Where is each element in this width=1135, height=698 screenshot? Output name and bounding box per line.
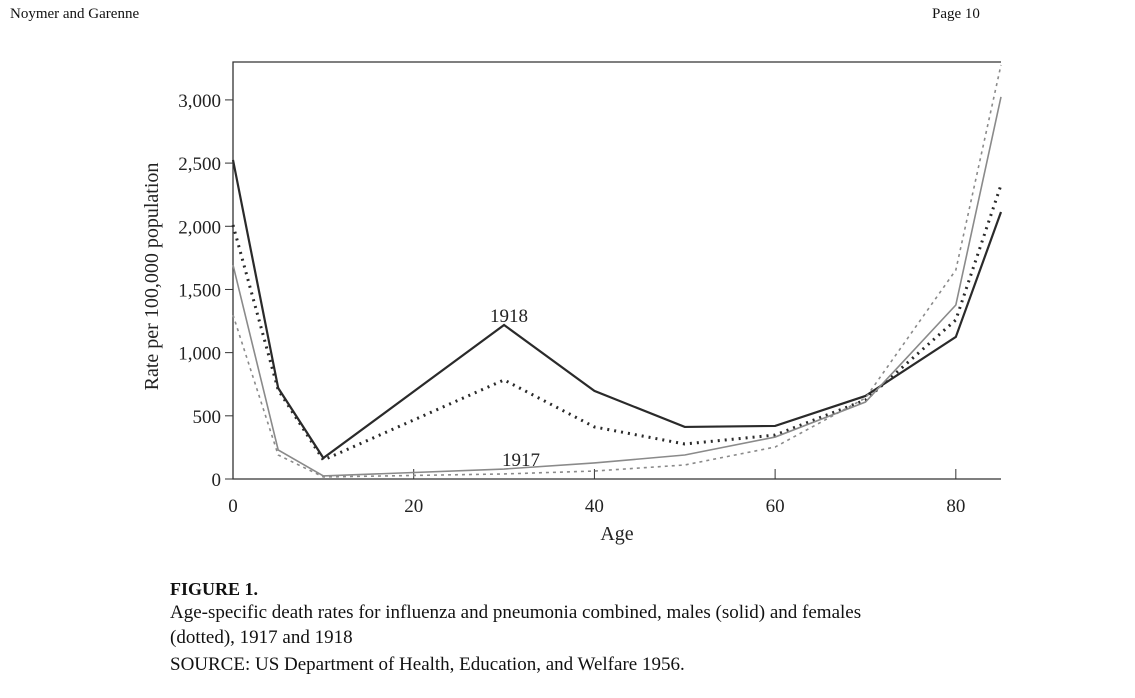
series-line <box>232 96 1002 477</box>
series-line <box>231 184 1003 462</box>
y-tick-label: 1,000 <box>178 344 221 365</box>
caption-line: (dotted), 1917 and 1918 <box>170 627 353 648</box>
annotation: 1918 <box>490 306 528 327</box>
axis-frame <box>232 61 1001 480</box>
annotation: 1917 <box>502 450 540 471</box>
header-authors: Noymer and Garenne <box>10 6 140 22</box>
caption-line: SOURCE: US Department of Health, Educati… <box>170 654 685 675</box>
x-tick-label: 20 <box>404 496 423 517</box>
caption-label: FIGURE 1. <box>170 579 259 599</box>
series-line <box>231 159 1003 460</box>
header-page: Page 10 <box>932 6 980 22</box>
x-axis-label: Age <box>600 523 633 545</box>
chart: 0 500 1,000 1,500 2,000 2,500 3,000 0 20 40 60 80 Ag… <box>141 61 1003 545</box>
x-tick-label: 60 <box>766 496 785 517</box>
y-tick-label: 2,000 <box>178 217 221 238</box>
x-tick-label: 40 <box>585 496 604 517</box>
y-tick-label: 1,500 <box>178 280 221 301</box>
y-tick-label: 500 <box>193 407 222 428</box>
y-tick-label: 2,500 <box>178 154 221 175</box>
series-line <box>232 64 1002 478</box>
x-tick-label: 0 <box>228 496 238 517</box>
x-tick-label: 80 <box>946 496 965 517</box>
y-axis-label: Rate per 100,000 population <box>141 163 163 391</box>
y-tick-label: 3,000 <box>178 91 221 112</box>
y-tick-label: 0 <box>212 470 222 491</box>
caption-line: Age-specific death rates for influenza a… <box>170 602 862 623</box>
